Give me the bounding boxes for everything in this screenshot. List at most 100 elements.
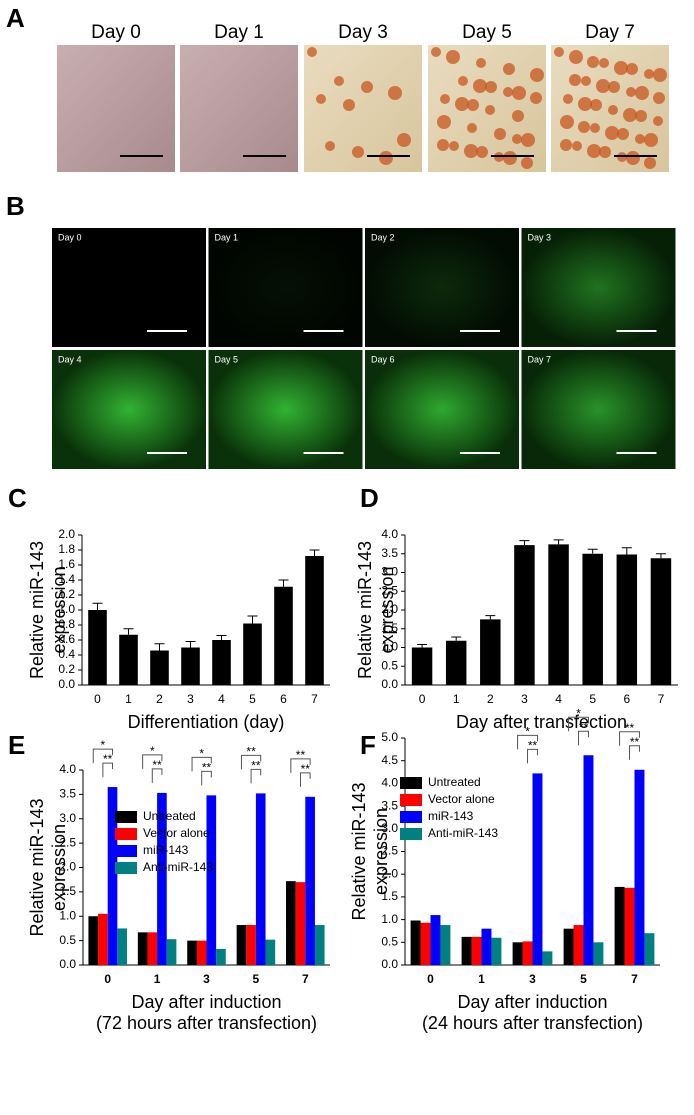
bar [246,925,256,965]
bar [88,610,107,685]
bar [274,586,293,685]
lipid-droplet [596,79,610,93]
micrograph [57,45,175,172]
legend-swatch [115,811,137,823]
bar [440,925,451,965]
significance-label: ** [579,720,589,734]
lipid-droplet [599,146,611,158]
significance-bracket [619,731,640,746]
lipid-droplet [599,58,609,68]
x-axis-label: (72 hours after transfection) [96,1013,317,1033]
y-tick-label: 0.6 [58,632,75,646]
lipid-droplet [569,74,581,86]
significance-label: * [101,738,106,752]
image-label: Day 6 [371,354,395,364]
y-tick-label: 2.0 [381,602,398,616]
error-bar [417,644,428,648]
y-axis-label: expression [49,566,69,653]
lipid-droplet [458,76,468,86]
lipid-droplet [512,134,522,144]
x-axis-label: Differentiation (day) [128,712,285,732]
lipid-droplet [569,50,583,64]
legend-label: Anti-miR-143 [143,860,213,874]
y-tick-label: 1.0 [381,640,398,654]
bar [255,793,266,965]
lipid-droplet [581,76,591,86]
y-tick-label: 0.8 [58,617,75,631]
y-tick-label: 4.5 [381,753,398,767]
y-tick-label: 2.5 [381,583,398,597]
lipid-droplet [563,94,573,104]
bar [196,940,207,965]
lipid-droplet [494,128,506,140]
lipid-droplet [352,146,364,158]
legend-swatch [400,794,422,806]
lipid-droplet [334,76,344,86]
lipid-droplet [521,133,535,147]
significance-label: * [525,725,530,739]
image-label: Day 7 [528,354,552,364]
y-tick-label: 0.4 [58,647,75,661]
lipid-droplet [437,139,449,151]
fluorescence-signal [52,350,206,469]
lipid-droplet [530,68,544,82]
x-tick-label: 4 [555,692,562,706]
significance-label: * [199,747,204,761]
bar [420,922,431,965]
bar [305,796,315,965]
error-bar [655,553,666,559]
x-tick-label: 3 [529,972,536,986]
bar [150,650,169,685]
lipid-droplet [503,63,515,75]
legend-swatch [115,845,137,857]
significance-label: ** [103,752,113,766]
significance-bracket [629,745,640,760]
x-tick-label: 1 [478,972,485,986]
bar [181,647,200,685]
bar [430,915,441,965]
legend-label: Vector alone [428,792,495,806]
legend-label: Untreated [143,809,196,823]
bar [107,787,118,965]
lipid-droplet [530,92,542,104]
lipid-droplet [440,94,450,104]
y-axis-label: Relative miR-143 [349,782,369,920]
bar [512,942,523,965]
lipid-droplet [503,151,517,165]
error-bar [553,539,564,545]
image-label: Day 7 [585,22,635,43]
y-axis-label: expression [49,824,69,911]
lipid-droplet [590,123,600,133]
bar [265,939,276,965]
error-bar [92,602,103,610]
lipid-droplet [361,81,373,93]
image-label: Day 5 [462,22,512,43]
image-label: Day 3 [528,232,552,242]
lipid-droplet [578,121,590,133]
significance-label: * [576,706,581,720]
y-tick-label: 0.0 [381,677,398,691]
bar [236,925,247,965]
significance-bracket [92,748,114,764]
significance-label: ** [301,762,311,776]
x-tick-label: 5 [253,972,260,986]
fluorescence-signal [365,350,519,469]
significance-label: ** [296,748,306,762]
bar [411,647,433,685]
y-tick-label: 4.0 [59,762,76,776]
lipid-droplet [521,157,533,169]
bar [166,939,177,965]
y-tick-label: 0.5 [381,934,398,948]
lipid-droplet [503,87,513,97]
lipid-droplet [635,110,647,122]
lipid-droplet [431,47,441,57]
bar [624,887,635,965]
y-tick-label: 0.0 [381,957,398,971]
bar [514,545,535,685]
significance-bracket [201,770,212,786]
lipid-droplet [325,141,335,151]
x-tick-label: 5 [580,972,587,986]
y-tick-label: 2.5 [381,844,398,858]
fluorescence-signal [365,228,519,347]
significance-bracket [191,756,212,772]
